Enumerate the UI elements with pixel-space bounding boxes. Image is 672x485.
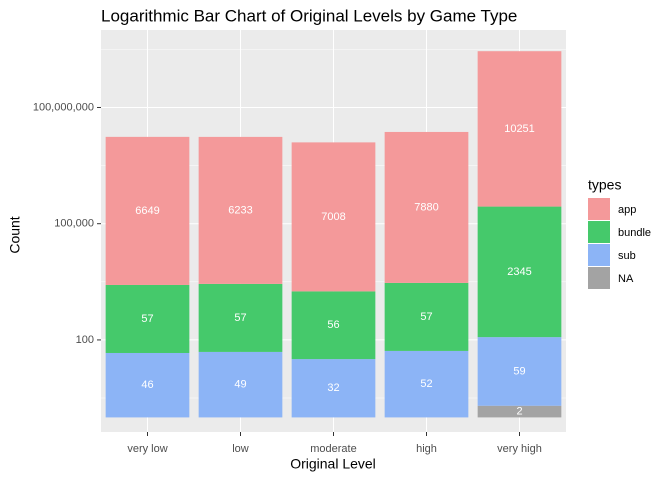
bar-segment bbox=[291, 359, 376, 418]
bar-value-label: 52 bbox=[420, 378, 432, 390]
bar-value-label: 6649 bbox=[135, 205, 159, 217]
bar-value-label: 56 bbox=[327, 319, 339, 331]
bar-segment bbox=[477, 405, 562, 418]
bar-value-label: 59 bbox=[513, 365, 525, 377]
bar-segment bbox=[291, 142, 376, 292]
legend-label: bundle bbox=[618, 227, 651, 239]
x-tick-label: very high bbox=[497, 443, 542, 455]
y-tick-label: 100,000 bbox=[54, 218, 94, 230]
bar-segment bbox=[198, 351, 283, 418]
bar-segment bbox=[477, 51, 562, 207]
bar-segment bbox=[384, 131, 469, 283]
x-tick-label: very low bbox=[127, 443, 167, 455]
bar-segment bbox=[384, 350, 469, 418]
bar-segment bbox=[105, 352, 190, 418]
legend-key bbox=[588, 267, 610, 289]
bar-segment bbox=[198, 136, 283, 284]
x-tick-label: low bbox=[232, 443, 249, 455]
bar-segment bbox=[291, 291, 376, 360]
bar-value-label: 57 bbox=[234, 312, 246, 324]
bar-segment bbox=[384, 282, 469, 351]
legend-label: NA bbox=[618, 273, 634, 285]
legend-key bbox=[588, 221, 610, 243]
bar-value-label: 7008 bbox=[321, 211, 345, 223]
bar-segment bbox=[105, 284, 190, 353]
bar-value-label: 2345 bbox=[507, 266, 531, 278]
legend-label: app bbox=[618, 204, 636, 216]
bar-value-label: 57 bbox=[420, 311, 432, 323]
bar-value-label: 32 bbox=[327, 382, 339, 394]
y-axis-label: Count bbox=[7, 216, 23, 253]
bar-segment bbox=[477, 337, 562, 406]
bar-value-label: 46 bbox=[141, 379, 153, 391]
legend-label: sub bbox=[618, 250, 636, 262]
bar-value-label: 6233 bbox=[228, 204, 252, 216]
bar-value-label: 7880 bbox=[414, 201, 438, 213]
x-tick-label: moderate bbox=[310, 443, 356, 455]
bar-segment bbox=[105, 136, 190, 285]
legend-key bbox=[588, 244, 610, 266]
legend-title: types bbox=[588, 177, 621, 193]
bar-value-label: 2 bbox=[516, 405, 522, 417]
bar-value-label: 57 bbox=[141, 313, 153, 325]
x-axis-label: Original Level bbox=[290, 456, 376, 472]
bar-value-label: 49 bbox=[234, 379, 246, 391]
bar-value-label: 10251 bbox=[504, 123, 535, 135]
y-tick-label: 100 bbox=[76, 334, 94, 346]
bar-segment bbox=[198, 283, 283, 352]
x-tick-label: high bbox=[416, 443, 437, 455]
legend-key bbox=[588, 198, 610, 220]
y-tick-label: 100,000,000 bbox=[33, 101, 94, 113]
chart-title: Logarithmic Bar Chart of Original Levels… bbox=[101, 6, 517, 25]
bar-segment bbox=[477, 206, 562, 338]
